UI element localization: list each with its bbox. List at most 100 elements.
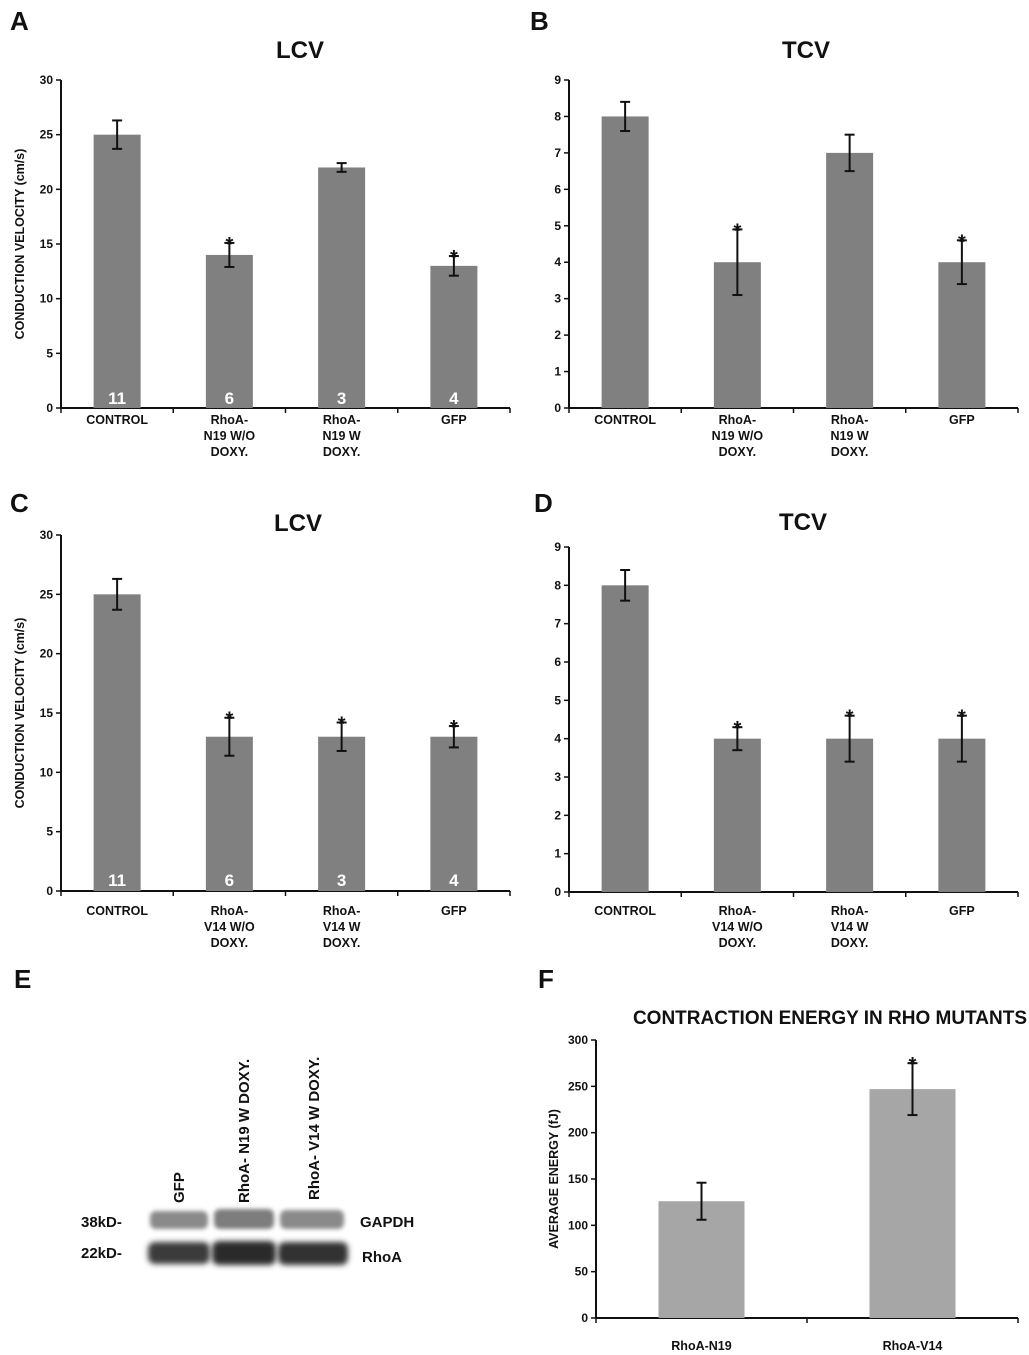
chart-b-ytick-label-6: 6 (554, 182, 561, 196)
chart-f-ytick-label-6: 300 (568, 1033, 588, 1047)
chart-a-significance-1: * (225, 234, 233, 256)
chart-f-ylabel: AVERAGE ENERGY (fJ) (547, 1109, 561, 1249)
chart-d-significance-1: * (733, 718, 741, 740)
chart-f-category-label-0-0: RhoA-N19 (671, 1339, 731, 1353)
chart-b-significance-1: * (733, 220, 741, 242)
chart-a-significance-3: * (450, 247, 458, 269)
chart-a-n-label-2: 3 (337, 389, 346, 408)
chart-b-category-label-2-1: N19 W (831, 429, 869, 443)
chart-d-category-label-2-1: V14 W (831, 920, 869, 934)
chart-c-category-label-2-2: DOXY. (323, 936, 361, 950)
chart-f-ytick-label-1: 50 (575, 1265, 589, 1279)
panel-label-c: C (10, 488, 29, 518)
chart-a-category-label-2-2: DOXY. (323, 445, 361, 459)
chart-c-category-label-0-0: CONTROL (86, 904, 148, 918)
chart-d-category-label-2-0: RhoA- (831, 904, 869, 918)
chart-b-category-label-3-0: GFP (949, 413, 975, 427)
chart-c-bar-0 (93, 594, 141, 891)
chart-c-significance-2: * (338, 713, 346, 735)
panel-label-b: B (530, 6, 549, 36)
chart-b-ytick-label-5: 5 (554, 219, 561, 233)
chart-b-category-label-0-0: CONTROL (594, 413, 656, 427)
chart-c-lcv: LCV CONDUCTION VELOCITY (cm/s) 0 5 10 15 20 25 3… (13, 510, 511, 950)
chart-d-significance-3: * (958, 707, 966, 729)
chart-b-category-label-1-0: RhoA- (719, 413, 757, 427)
chart-d-category-label-2-2: DOXY. (831, 936, 869, 950)
chart-a-n-label-1: 6 (225, 389, 234, 408)
blot-band-rhoa-lane-2 (212, 1241, 276, 1265)
chart-d-bar-3 (938, 738, 986, 892)
blot-band-label-rhoa: RhoA (362, 1249, 402, 1266)
chart-b-ytick-label-1: 1 (554, 365, 561, 379)
chart-c-ytick-label-2: 10 (40, 765, 54, 779)
chart-d-significance-2: * (846, 707, 854, 729)
blot-lane-label-2: RhoA- N19 W DOXY. (236, 1059, 253, 1203)
chart-c-ytick-label-0: 0 (46, 884, 53, 898)
chart-c-category-label-2-0: RhoA- (323, 904, 361, 918)
chart-a-ylabel: CONDUCTION VELOCITY (cm/s) (13, 149, 27, 340)
chart-b-category-label-2-2: DOXY. (831, 445, 869, 459)
panel-label-d: D (534, 488, 553, 518)
chart-c-ytick-label-3: 15 (40, 706, 54, 720)
blot-marker-22kd: 22kD- (81, 1245, 122, 1262)
chart-d-category-label-1-1: V14 W/O (712, 920, 763, 934)
chart-c-n-label-0: 11 (108, 871, 126, 890)
chart-d-ytick-label-7: 7 (554, 617, 561, 631)
chart-a-n-label-0: 11 (108, 389, 126, 408)
chart-d-category-label-3-0: GFP (949, 904, 975, 918)
chart-c-bar-1 (205, 736, 253, 891)
chart-c-significance-3: * (450, 717, 458, 739)
chart-a-n-label-3: 4 (449, 389, 459, 408)
chart-f-title: CONTRACTION ENERGY IN RHO MUTANTS (633, 1008, 1027, 1029)
chart-a-category-label-0-0: CONTROL (86, 413, 148, 427)
chart-c-n-label-2: 3 (337, 871, 346, 890)
chart-d-tcv: TCV 0 1 2 3 4 5 6 7 8 9 CONTROL * RhoA- V14 W/O DOXY. * R… (554, 509, 1019, 950)
chart-a-ytick-label-2: 10 (40, 292, 54, 306)
chart-c-significance-1: * (225, 709, 233, 731)
chart-d-ytick-label-6: 6 (554, 655, 561, 669)
chart-d-ytick-label-0: 0 (554, 885, 561, 899)
chart-c-bar-3 (430, 736, 478, 891)
chart-a-category-label-3-0: GFP (441, 413, 467, 427)
chart-d-ytick-label-8: 8 (554, 578, 561, 592)
chart-c-category-label-1-0: RhoA- (211, 904, 249, 918)
chart-a-ytick-label-1: 5 (46, 346, 53, 360)
chart-b-title: TCV (782, 37, 830, 64)
chart-a-bar-0 (93, 134, 141, 408)
chart-a-ytick-label-3: 15 (40, 237, 54, 251)
chart-b-tcv: TCV 0 1 2 3 4 5 6 7 8 9 CONTROL * RhoA- N19 W/O DOXY. Rh… (554, 37, 1019, 459)
chart-c-category-label-2-1: V14 W (323, 920, 361, 934)
chart-a-ytick-label-0: 0 (46, 401, 53, 415)
chart-f-ytick-label-4: 200 (568, 1126, 588, 1140)
chart-f-significance-1: * (909, 1054, 917, 1076)
blot-marker-38kd: 38kD- (81, 1214, 122, 1231)
chart-d-ytick-label-3: 3 (554, 770, 561, 784)
chart-b-ytick-label-0: 0 (554, 401, 561, 415)
chart-a-category-label-1-2: DOXY. (211, 445, 249, 459)
chart-c-category-label-1-1: V14 W/O (204, 920, 255, 934)
chart-c-category-label-3-0: GFP (441, 904, 467, 918)
chart-a-bar-1 (205, 254, 253, 408)
chart-a-category-label-1-1: N19 W/O (204, 429, 256, 443)
chart-b-bar-0 (601, 116, 649, 408)
chart-f-bar-1 (869, 1089, 956, 1318)
chart-b-category-label-1-1: N19 W/O (712, 429, 764, 443)
chart-d-category-label-1-2: DOXY. (719, 936, 757, 950)
chart-f-ytick-label-5: 250 (568, 1079, 588, 1093)
blot-band-rhoa-lane-1 (148, 1242, 210, 1264)
chart-a-lcv: LCV CONDUCTION VELOCITY (cm/s) 0 5 10 15 20 25 3… (13, 37, 511, 459)
chart-c-ytick-label-6: 30 (40, 528, 54, 542)
chart-f-contraction-energy: CONTRACTION ENERGY IN RHO MUTANTS AVERAGE… (547, 1008, 1027, 1353)
chart-d-bar-1 (713, 738, 761, 892)
chart-d-bar-2 (826, 738, 874, 892)
chart-b-ytick-label-3: 3 (554, 292, 561, 306)
chart-f-ytick-label-3: 150 (568, 1172, 588, 1186)
chart-f-category-label-1-0: RhoA-V14 (883, 1339, 943, 1353)
chart-c-n-label-1: 6 (225, 871, 234, 890)
chart-b-ytick-label-9: 9 (554, 73, 561, 87)
chart-d-ytick-label-1: 1 (554, 847, 561, 861)
western-blot: GFP RhoA- N19 W DOXY. RhoA- V14 W DOXY. … (81, 1057, 414, 1266)
blot-lane-label-1: GFP (171, 1172, 188, 1203)
chart-c-ylabel: CONDUCTION VELOCITY (cm/s) (13, 618, 27, 809)
